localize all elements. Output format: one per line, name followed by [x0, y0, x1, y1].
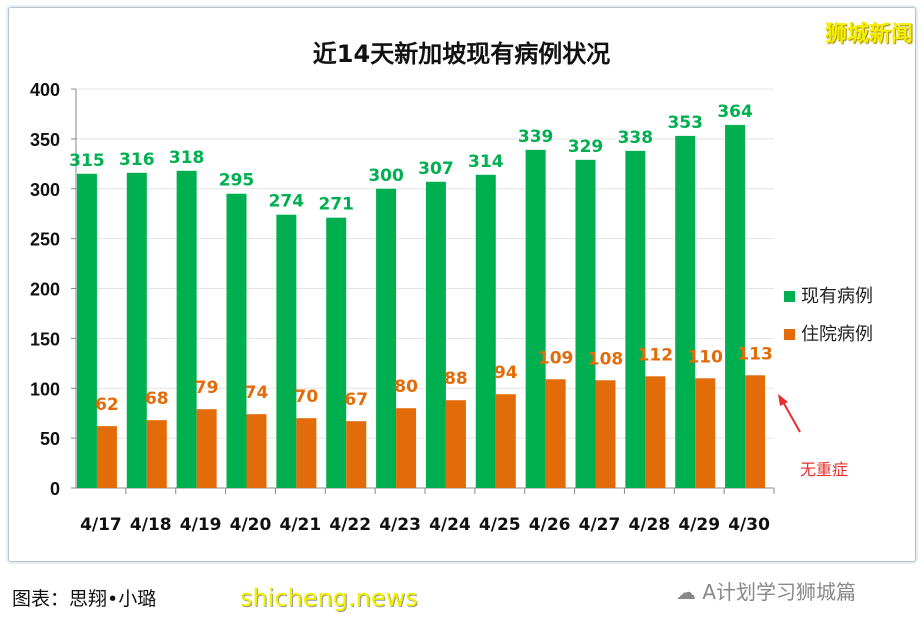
x-tick-label: 4/18 — [130, 515, 172, 535]
data-label: 329 — [568, 137, 604, 157]
data-label: 364 — [717, 102, 753, 122]
x-tick-label: 4/30 — [728, 515, 770, 535]
x-tick-label: 4/26 — [529, 515, 571, 535]
x-tick-label: 4/27 — [579, 515, 621, 535]
data-label: 94 — [494, 363, 518, 383]
data-label: 112 — [638, 345, 674, 365]
data-label: 274 — [269, 192, 305, 212]
bar-current — [475, 174, 496, 488]
bar-current — [326, 217, 347, 489]
bar-hospital — [745, 375, 766, 488]
data-label: 113 — [737, 344, 773, 364]
bar-current — [176, 170, 197, 489]
data-label: 108 — [588, 349, 624, 369]
bar-hospital — [545, 379, 566, 488]
wechat-icon: ☁ — [676, 580, 696, 604]
bar-hospital — [695, 378, 716, 488]
data-label: 339 — [518, 127, 554, 147]
data-label: 316 — [119, 150, 155, 170]
y-tick-label: 300 — [30, 180, 60, 200]
data-label: 80 — [394, 377, 418, 397]
bar-hospital — [495, 394, 516, 488]
annotation-arrow — [781, 399, 801, 433]
wechat-account: ☁ A计划学习狮城篇 — [676, 576, 856, 605]
bar-current — [425, 181, 446, 488]
data-label: 338 — [618, 128, 654, 148]
x-tick-label: 4/17 — [80, 515, 122, 535]
bar-hospital — [645, 376, 666, 488]
data-label: 295 — [219, 171, 255, 191]
bar-hospital — [296, 418, 317, 488]
y-tick-label: 400 — [30, 80, 60, 100]
bar-current — [525, 149, 546, 488]
x-tick-label: 4/21 — [280, 515, 322, 535]
logo: 狮城新闻 — [824, 22, 913, 47]
x-tick-label: 4/19 — [180, 515, 222, 535]
arrow-head-icon — [778, 394, 788, 406]
y-tick-label: 350 — [30, 130, 60, 150]
bar-hospital — [96, 426, 117, 488]
data-label: 318 — [169, 148, 205, 168]
bar-current — [376, 188, 397, 488]
bar-hospital — [595, 380, 616, 488]
x-tick-label: 4/23 — [379, 515, 421, 535]
x-tick-label: 4/29 — [678, 515, 720, 535]
bar-hospital — [346, 421, 367, 488]
y-tick-label: 0 — [50, 479, 60, 499]
bar-current — [575, 159, 596, 488]
data-label: 314 — [468, 152, 504, 172]
bar-hospital — [246, 414, 267, 488]
bar-current — [76, 173, 97, 488]
bar-hospital — [196, 409, 217, 488]
bar-current — [126, 172, 147, 489]
legend-label: 现有病例 — [801, 286, 873, 307]
data-label: 353 — [667, 113, 703, 133]
data-label: 70 — [295, 387, 319, 407]
data-label: 109 — [538, 348, 574, 368]
y-tick-label: 200 — [30, 280, 60, 300]
data-label: 74 — [245, 383, 269, 403]
bar-current — [725, 124, 746, 488]
wechat-label: A计划学习狮城篇 — [702, 580, 857, 604]
legend-swatch — [784, 291, 795, 302]
y-tick-label: 150 — [30, 329, 60, 349]
bar-hospital — [396, 408, 417, 488]
bar-current — [226, 193, 247, 489]
legend-swatch — [784, 329, 795, 340]
bar-hospital — [146, 420, 167, 488]
data-label: 307 — [418, 159, 454, 179]
x-tick-label: 4/20 — [230, 515, 272, 535]
data-label: 315 — [69, 151, 105, 171]
data-label: 68 — [145, 389, 169, 409]
caption: 图表：思翔•小璐 — [12, 588, 157, 610]
bar-hospital — [445, 400, 466, 488]
data-label: 88 — [444, 369, 468, 389]
chart-frame — [8, 7, 916, 562]
bar-current — [675, 135, 696, 488]
x-tick-label: 4/28 — [629, 515, 671, 535]
annotation-label: 无重症 — [800, 460, 849, 479]
y-tick-label: 100 — [30, 379, 60, 399]
chart-title: 近14天新加坡现有病例状况 — [312, 40, 611, 68]
x-tick-label: 4/24 — [429, 515, 471, 535]
data-label: 79 — [195, 378, 219, 398]
data-label: 300 — [368, 166, 404, 186]
data-label: 67 — [344, 390, 368, 410]
bar-current — [276, 214, 297, 488]
data-label: 271 — [318, 195, 354, 215]
legend-label: 住院病例 — [801, 324, 873, 345]
data-label: 110 — [687, 347, 723, 367]
x-tick-label: 4/25 — [479, 515, 521, 535]
y-tick-label: 50 — [40, 429, 60, 449]
x-tick-label: 4/22 — [329, 515, 371, 535]
watermark: shicheng.news — [240, 584, 418, 612]
data-label: 62 — [95, 395, 119, 415]
y-tick-label: 250 — [30, 230, 60, 250]
bar-current — [625, 150, 646, 488]
